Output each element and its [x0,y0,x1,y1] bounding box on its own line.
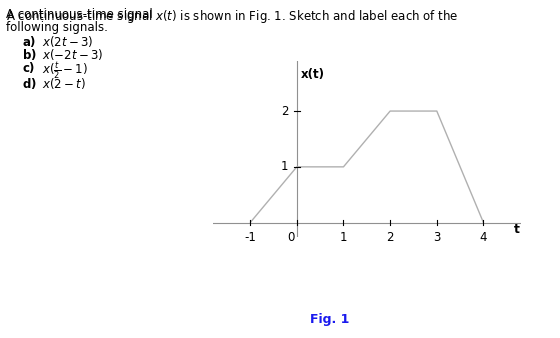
Text: 0: 0 [287,231,295,244]
Text: $x(-2t-3)$: $x(-2t-3)$ [42,47,103,62]
Text: 2: 2 [281,104,288,118]
Text: 4: 4 [480,231,487,244]
Text: 1: 1 [281,160,288,173]
Text: 2: 2 [386,231,394,244]
Text: 3: 3 [433,231,441,244]
Text: x(t): x(t) [301,68,325,80]
Text: $x(2t-3)$: $x(2t-3)$ [42,34,94,49]
Text: $\mathbf{c)}$: $\mathbf{c)}$ [22,60,35,75]
Text: 1: 1 [340,231,347,244]
Text: A continuous-time signal $x(t)$ is shown in Fig. 1. Sketch and label each of the: A continuous-time signal $x(t)$ is shown… [6,8,459,25]
Text: $\mathbf{d)}$: $\mathbf{d)}$ [22,76,37,91]
Text: A continuous-time signal: A continuous-time signal [6,8,156,21]
Text: -1: -1 [244,231,256,244]
Text: t: t [514,223,520,236]
Text: following signals.: following signals. [6,21,108,34]
Text: $x(2-t)$: $x(2-t)$ [42,76,86,91]
Text: $x(\frac{t}{2}-1)$: $x(\frac{t}{2}-1)$ [42,60,88,81]
Text: $\mathbf{a)}$: $\mathbf{a)}$ [22,34,36,49]
Text: Fig. 1: Fig. 1 [310,313,349,326]
Text: $\mathbf{b)}$: $\mathbf{b)}$ [22,47,37,62]
